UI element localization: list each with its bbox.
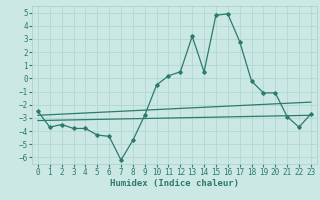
X-axis label: Humidex (Indice chaleur): Humidex (Indice chaleur) — [110, 179, 239, 188]
